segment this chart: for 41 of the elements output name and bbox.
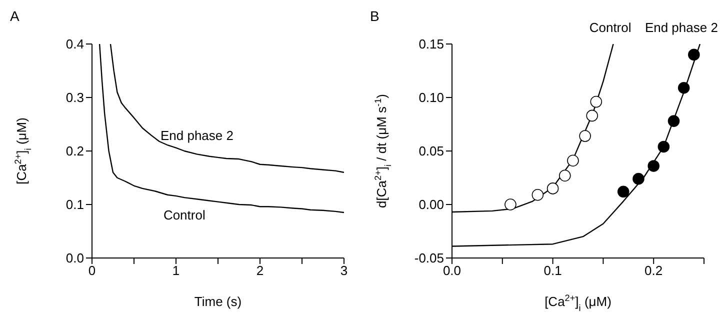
x-tick-label: 3 (340, 263, 348, 278)
y-tick-label: 0.1 (66, 197, 84, 212)
point (579, 130, 591, 142)
point (688, 48, 700, 61)
point (504, 198, 516, 210)
point (668, 115, 680, 127)
x-tick-label: 0.1 (544, 263, 562, 278)
x-tick-label: 0.2 (644, 263, 663, 278)
x-axis-title: Time (s) (194, 294, 242, 309)
point (658, 140, 670, 153)
y-tick-label: 0.3 (66, 90, 84, 106)
point (558, 170, 571, 182)
x-tick-label: 2 (256, 263, 264, 278)
y-tick-label: 0.4 (66, 36, 84, 52)
point (632, 172, 644, 185)
point (567, 154, 579, 167)
point (678, 82, 690, 94)
point (586, 110, 598, 122)
chart-title: A (10, 8, 20, 24)
y-tick-label: 0.2 (66, 144, 84, 159)
x-tick-label: 0 (88, 263, 96, 278)
series-label: Control (163, 208, 206, 223)
series-label: End phase 2 (644, 20, 718, 35)
y-tick-label: 0.15 (418, 36, 444, 52)
series-label: End phase 2 (160, 128, 234, 144)
point (546, 182, 559, 194)
y-tick-label: 0.00 (418, 197, 444, 212)
point (532, 188, 544, 201)
point (648, 160, 660, 172)
x-tick-label: 0.0 (442, 263, 462, 278)
x-tick-label: 1 (172, 263, 180, 278)
series-label: Control (589, 20, 632, 35)
x-axis-title: [Ca$^{2+}$]$_{i}$ (μM) (544, 293, 612, 313)
y-tick-label: 0.10 (418, 90, 444, 106)
point (617, 186, 630, 198)
y-tick-label: 0.05 (418, 144, 444, 159)
line-series (110, 44, 344, 173)
point (590, 96, 602, 108)
y-tick-label: -0.05 (414, 250, 444, 266)
chart-title: B (370, 8, 380, 24)
y-tick-label: 0.0 (66, 250, 84, 266)
